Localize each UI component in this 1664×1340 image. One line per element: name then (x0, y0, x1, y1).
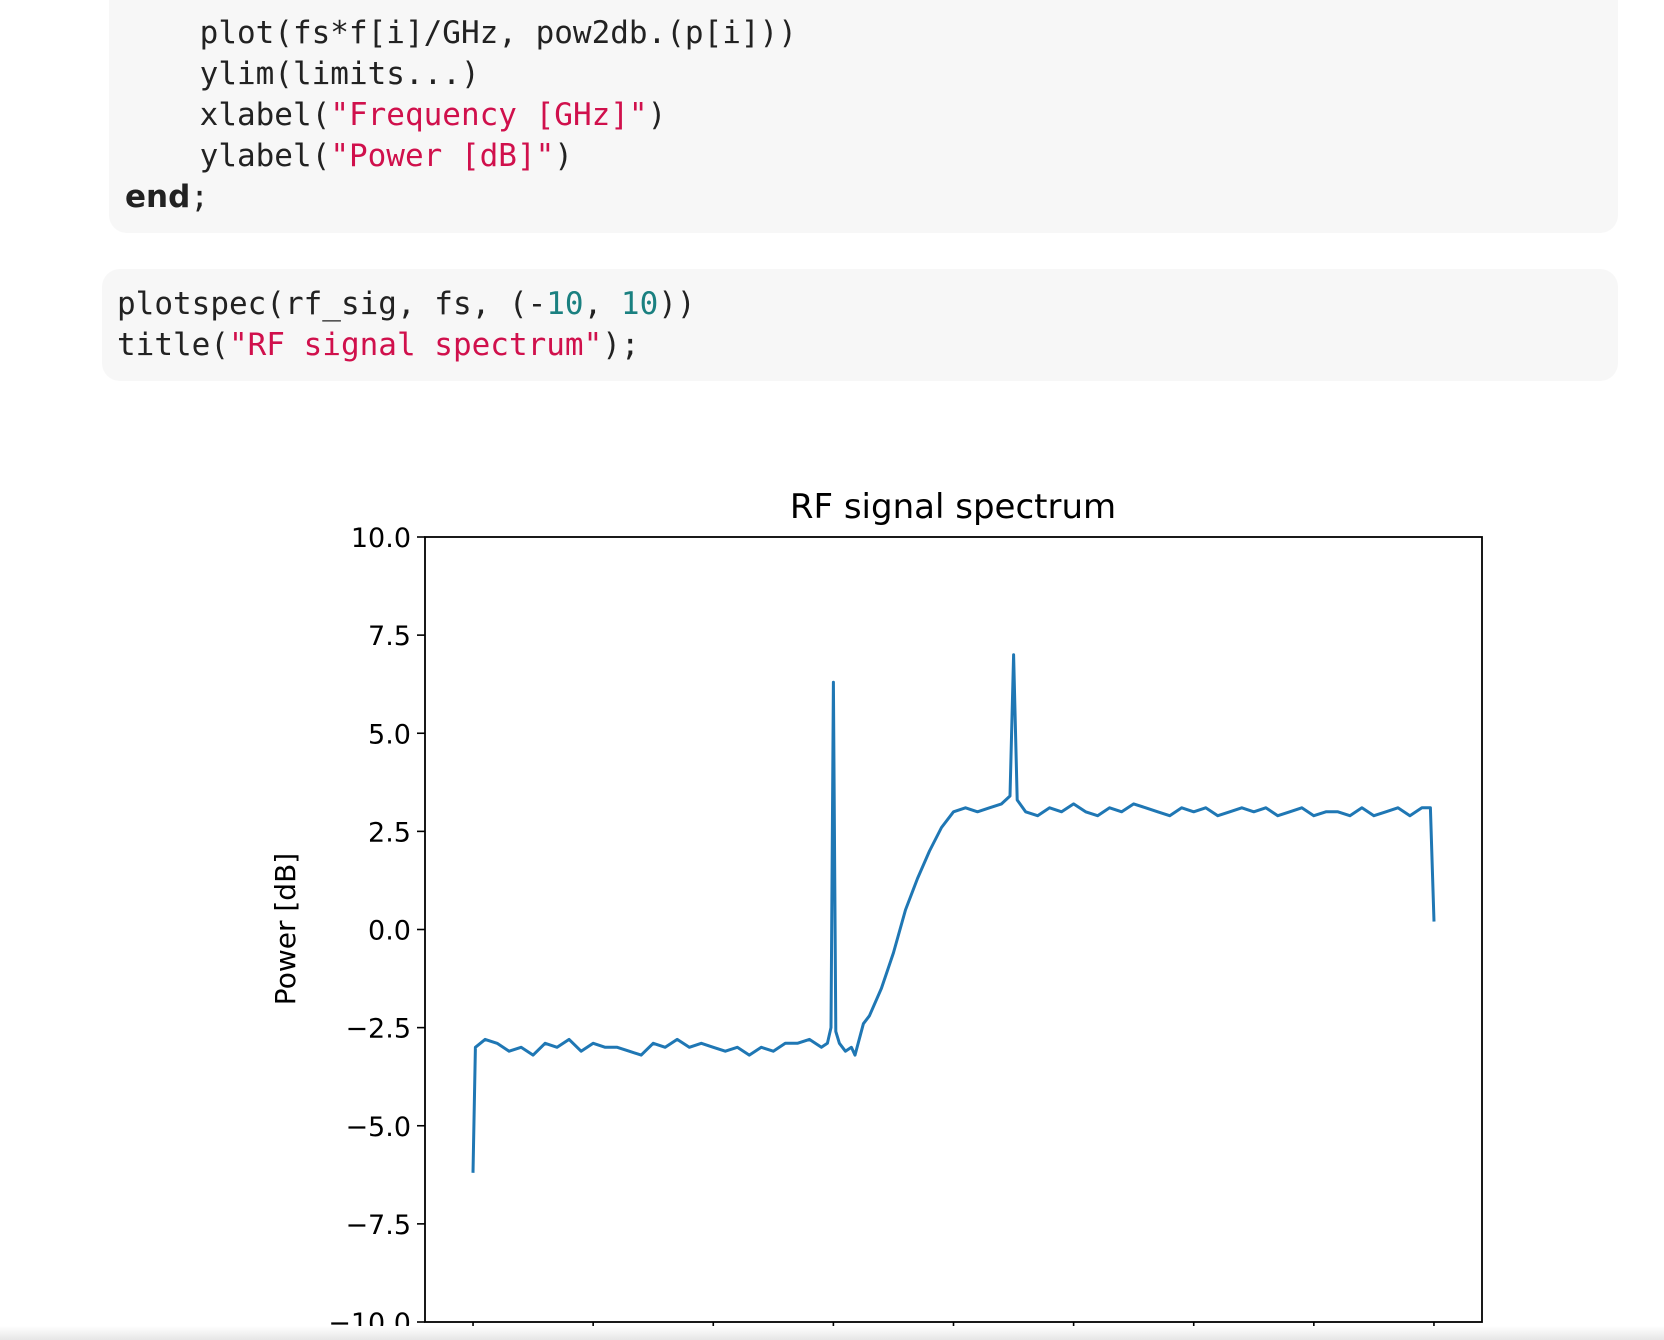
y-tick-label: 0.0 (368, 916, 411, 947)
code-cell[interactable]: plot(fs*f[i]/GHz, pow2db.(p[i])) ylim(li… (109, 0, 1618, 233)
code-token: ); (602, 327, 640, 363)
y-tick-label: 10.0 (351, 523, 411, 554)
code-token: ) (647, 97, 667, 133)
code-token: "Frequency [GHz]" (330, 97, 648, 133)
code-line: xlabel("Frequency [GHz]") (125, 95, 797, 136)
window-edge (0, 1326, 1664, 1340)
code-line: plotspec(rf_sig, fs, (-10, 10)) (117, 284, 696, 325)
code-token: end (125, 179, 191, 215)
y-tick-label: −7.5 (345, 1210, 411, 1241)
y-tick-label: 2.5 (368, 817, 411, 848)
code-cell[interactable]: plotspec(rf_sig, fs, (-10, 10)) title("RF… (102, 269, 1618, 381)
y-tick-label: −5.0 (345, 1112, 411, 1143)
code-token: ) (554, 138, 573, 174)
code: plot(fs*f[i]/GHz, pow2db.(p[i])) ylim(li… (125, 13, 797, 218)
chart-title: RF signal spectrum (790, 487, 1116, 527)
code-line: ylabel("Power [dB]") (125, 136, 797, 177)
y-axis-label: Power [dB] (269, 853, 302, 1005)
code-line: title("RF signal spectrum"); (117, 325, 696, 366)
y-tick-label: 7.5 (368, 621, 411, 652)
code-token: xlabel( (125, 97, 331, 133)
y-tick-label: −2.5 (345, 1014, 411, 1045)
code-line: plot(fs*f[i]/GHz, pow2db.(p[i])) (125, 13, 797, 54)
spectrum-line (471, 653, 1436, 1173)
code-token: plot(fs*f[i]/GHz, pow2db.(p[i])) (125, 15, 797, 51)
code-token: , (583, 286, 621, 322)
code-token: )) (658, 286, 696, 322)
code-token: ; (190, 179, 209, 215)
code-line: end; (125, 177, 797, 218)
y-tick-label: 5.0 (368, 719, 411, 750)
code-token: ylim(limits...) (125, 56, 480, 92)
code-token: "Power [dB]" (330, 138, 555, 174)
code-token: title( (117, 327, 229, 363)
code-line: ylim(limits...) (125, 54, 797, 95)
code-token: ylabel( (125, 138, 331, 174)
code-token: 10 (546, 286, 584, 322)
code-token: 10 (620, 286, 659, 322)
code-token: plotspec(rf_sig, fs, (- (117, 286, 547, 322)
code: plotspec(rf_sig, fs, (-10, 10)) title("RF… (117, 284, 696, 366)
plot-frame (424, 536, 1483, 1323)
code-token: "RF signal spectrum" (228, 327, 603, 363)
